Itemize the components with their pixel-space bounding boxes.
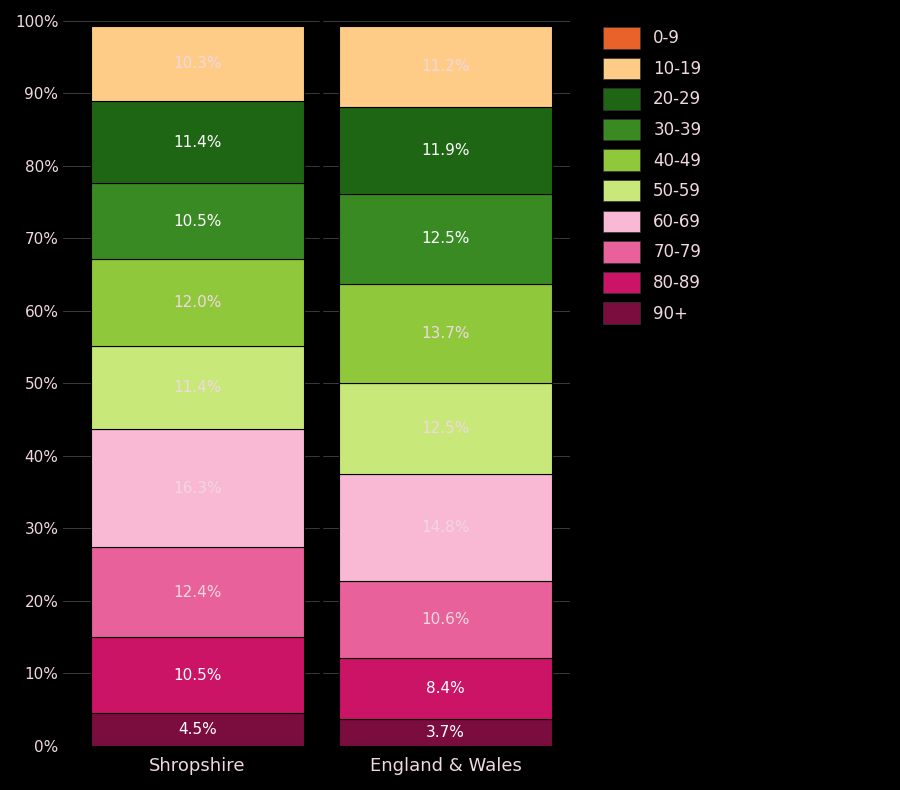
Text: 3.7%: 3.7% [426, 725, 465, 740]
Text: 11.4%: 11.4% [173, 134, 221, 149]
Bar [338, 107, 553, 194]
Text: 12.5%: 12.5% [421, 231, 470, 246]
Bar [91, 638, 304, 713]
Text: 12.0%: 12.0% [173, 295, 221, 310]
Bar [91, 429, 304, 547]
Bar [338, 719, 553, 746]
Legend: 0-9, 10-19, 20-29, 30-39, 40-49, 50-59, 60-69, 70-79, 80-89, 90+: 0-9, 10-19, 20-29, 30-39, 40-49, 50-59, … [598, 22, 706, 329]
Text: 11.4%: 11.4% [173, 380, 221, 395]
Text: 12.4%: 12.4% [173, 585, 221, 600]
Bar [338, 383, 553, 474]
Text: 11.2%: 11.2% [421, 59, 470, 74]
Text: 11.9%: 11.9% [421, 143, 470, 158]
Text: 8.4%: 8.4% [427, 681, 465, 696]
Bar [338, 474, 553, 581]
Text: 10.5%: 10.5% [173, 668, 221, 683]
Text: 10.6%: 10.6% [421, 612, 470, 627]
Bar [91, 101, 304, 183]
Bar [338, 26, 553, 107]
Bar [91, 183, 304, 259]
Bar [91, 259, 304, 347]
Text: 16.3%: 16.3% [173, 480, 221, 495]
Bar [91, 347, 304, 429]
Bar [91, 547, 304, 638]
Bar [338, 194, 553, 284]
Bar [338, 581, 553, 658]
Text: 4.5%: 4.5% [178, 722, 217, 737]
Text: 12.5%: 12.5% [421, 421, 470, 436]
Bar [91, 26, 304, 101]
Text: 10.5%: 10.5% [173, 214, 221, 229]
Bar [91, 713, 304, 746]
Bar [338, 284, 553, 383]
Text: 10.3%: 10.3% [173, 56, 221, 71]
Bar [338, 658, 553, 719]
Text: 14.8%: 14.8% [421, 520, 470, 535]
Text: 13.7%: 13.7% [421, 326, 470, 341]
